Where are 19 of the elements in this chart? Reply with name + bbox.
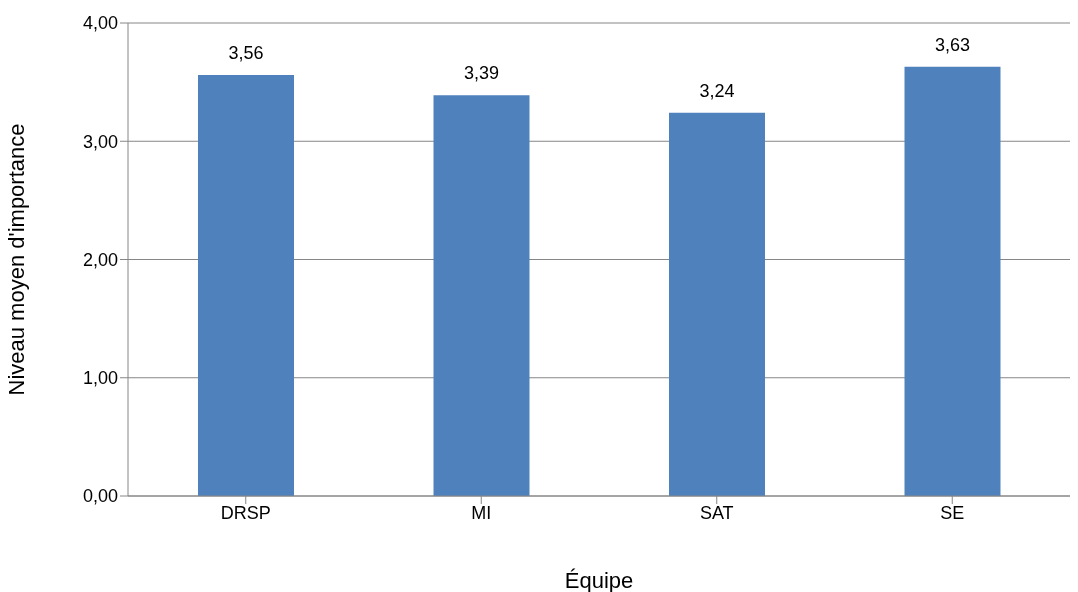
x-tick-label: SAT (699, 502, 734, 523)
x-tick-label: MI (471, 502, 492, 523)
data-label: 3,56 (228, 43, 264, 64)
x-tick-label: DRSP (220, 502, 271, 523)
x-tick-label: SE (940, 502, 965, 523)
data-label: 3,63 (934, 34, 971, 55)
bar (904, 66, 1001, 496)
y-tick-label: 3,00 (82, 131, 118, 152)
y-axis-title: Niveau moyen d'importance (3, 123, 29, 396)
y-tick-label: 0,00 (82, 486, 118, 507)
data-label: 3,39 (463, 63, 500, 84)
x-axis-title: Équipe (564, 568, 634, 592)
data-label: 3,24 (699, 80, 735, 101)
bar (669, 112, 765, 496)
bar (198, 75, 294, 496)
y-tick-label: 2,00 (82, 249, 118, 270)
bar (433, 95, 530, 496)
y-tick-label: 4,00 (82, 13, 118, 34)
y-tick-label: 1,00 (82, 368, 118, 389)
